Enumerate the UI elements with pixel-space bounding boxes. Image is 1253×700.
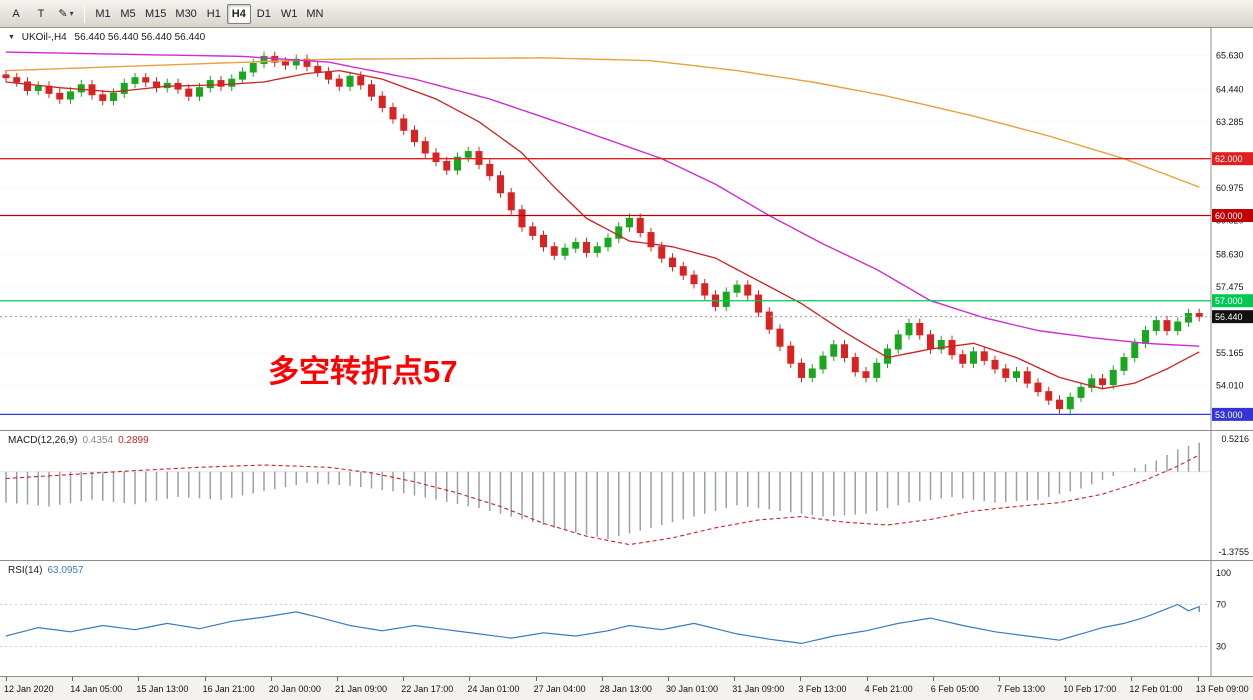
macd-canvas[interactable]	[0, 431, 1253, 560]
main-chart-panel: 65.63064.44063.28560.97559.82058.63057.4…	[0, 28, 1253, 431]
svg-text:57.000: 57.000	[1215, 296, 1243, 306]
draw-tool-dropdown[interactable]: ✎ ▾	[54, 4, 78, 24]
timeframe-h4-button[interactable]: H4	[226, 3, 251, 24]
time-tick	[1065, 677, 1067, 681]
time-label: 14 Jan 05:00	[70, 684, 123, 694]
time-tick	[72, 677, 74, 681]
timeframe-m30-button[interactable]: M30	[175, 7, 197, 20]
timeframe-h1-button[interactable]: H1	[206, 7, 221, 20]
time-label: 31 Jan 09:00	[732, 684, 785, 694]
horizontal-level-lines[interactable]	[0, 158, 1211, 416]
timeframe-m5-button[interactable]: M5	[120, 7, 136, 20]
time-tick	[866, 677, 868, 681]
svg-text:62.000: 62.000	[1215, 154, 1243, 164]
svg-text:70: 70	[1216, 600, 1226, 610]
time-tick	[932, 677, 934, 681]
candles	[2, 51, 1203, 414]
timeframe-mn-button[interactable]: MN	[306, 7, 324, 20]
pencil-icon: ✎	[58, 8, 68, 20]
cursor-tool-button[interactable]: A	[12, 7, 20, 20]
time-tick	[535, 677, 537, 681]
timeframe-w1-button[interactable]: W1	[280, 7, 298, 20]
svg-text:64.440: 64.440	[1216, 84, 1244, 94]
svg-text:30: 30	[1216, 642, 1226, 652]
time-label: 16 Jan 21:00	[202, 684, 255, 694]
macd-panel: MACD(12,26,9) 0.4354 0.2899 0.5216 -1.3755	[0, 431, 1253, 561]
svg-text:60.975: 60.975	[1216, 183, 1244, 193]
time-label: 4 Feb 21:00	[864, 684, 913, 694]
time-tick	[469, 677, 471, 681]
time-label: 7 Feb 13:00	[997, 684, 1046, 694]
toolbar-separator	[84, 4, 85, 23]
price-chart-canvas[interactable]: 65.63064.44063.28560.97559.82058.63057.4…	[0, 28, 1253, 430]
text-tool-button[interactable]: T	[37, 7, 45, 20]
rsi-panel: 100 70 30 RSI(14) 63.0957	[0, 561, 1253, 677]
time-label: 24 Jan 01:00	[467, 684, 520, 694]
time-label: 10 Feb 17:00	[1063, 684, 1117, 694]
time-axis[interactable]: 12 Jan 2020 14 Jan 05:00 15 Jan 13:00 16 Ja…	[0, 677, 1253, 700]
grid-lines	[0, 55, 1211, 387]
svg-text:65.630: 65.630	[1216, 51, 1244, 61]
macd-signal-line	[5, 454, 1200, 546]
svg-text:63.285: 63.285	[1216, 117, 1244, 127]
timeframe-d1-button[interactable]: D1	[256, 7, 271, 20]
time-tick	[601, 677, 603, 681]
chevron-down-icon: ▾	[69, 9, 74, 18]
time-tick	[138, 677, 140, 681]
time-tick	[337, 677, 338, 681]
svg-text:58.630: 58.630	[1216, 249, 1244, 259]
time-tick	[270, 677, 272, 681]
time-tick	[1197, 677, 1199, 681]
time-label: 20 Jan 00:00	[268, 684, 321, 694]
time-tick	[403, 677, 405, 681]
time-label: 28 Jan 13:00	[599, 684, 652, 694]
time-label: 12 Jan 2020	[4, 684, 54, 694]
time-tick	[999, 677, 1000, 681]
time-tick	[800, 677, 802, 681]
time-label: 27 Jan 04:00	[533, 684, 586, 694]
time-label: 15 Jan 13:00	[136, 684, 189, 694]
rsi-line	[5, 603, 1200, 645]
time-tick	[204, 677, 206, 681]
timeframe-m15-button[interactable]: M15	[145, 7, 167, 20]
svg-text:57.475: 57.475	[1216, 282, 1244, 292]
svg-text:100: 100	[1216, 568, 1231, 578]
time-tick	[734, 677, 736, 681]
time-label: 22 Jan 17:00	[401, 684, 454, 694]
time-label: 13 Feb 09:00	[1195, 684, 1249, 694]
svg-text:53.000: 53.000	[1215, 410, 1243, 420]
time-tick	[668, 677, 669, 681]
moving-averages	[5, 51, 1200, 390]
rsi-canvas[interactable]: 100 70 30	[0, 561, 1253, 676]
timeframe-m1-button[interactable]: M1	[95, 7, 111, 20]
svg-text:56.440: 56.440	[1215, 312, 1243, 322]
time-label: 21 Jan 09:00	[335, 684, 388, 694]
time-label: 6 Feb 05:00	[930, 684, 979, 694]
time-label: 12 Feb 01:00	[1129, 684, 1183, 694]
macd-histogram	[5, 442, 1200, 539]
timeframe-group: M1 M5 M15 M30 H1 H4 D1 W1 MN	[91, 3, 327, 24]
time-tick	[6, 677, 7, 681]
svg-text:55.165: 55.165	[1216, 348, 1244, 358]
toolbar: A T ✎ ▾ M1 M5 M15 M30 H1 H4 D1 W1 MN	[0, 0, 1253, 28]
time-tick	[1131, 677, 1133, 681]
time-label: 3 Feb 13:00	[798, 684, 847, 694]
svg-text:60.000: 60.000	[1215, 211, 1243, 221]
time-label: 30 Jan 01:00	[666, 684, 719, 694]
svg-text:54.010: 54.010	[1216, 381, 1244, 391]
price-axis: 65.63064.44063.28560.97559.82058.63057.4…	[1212, 51, 1253, 421]
